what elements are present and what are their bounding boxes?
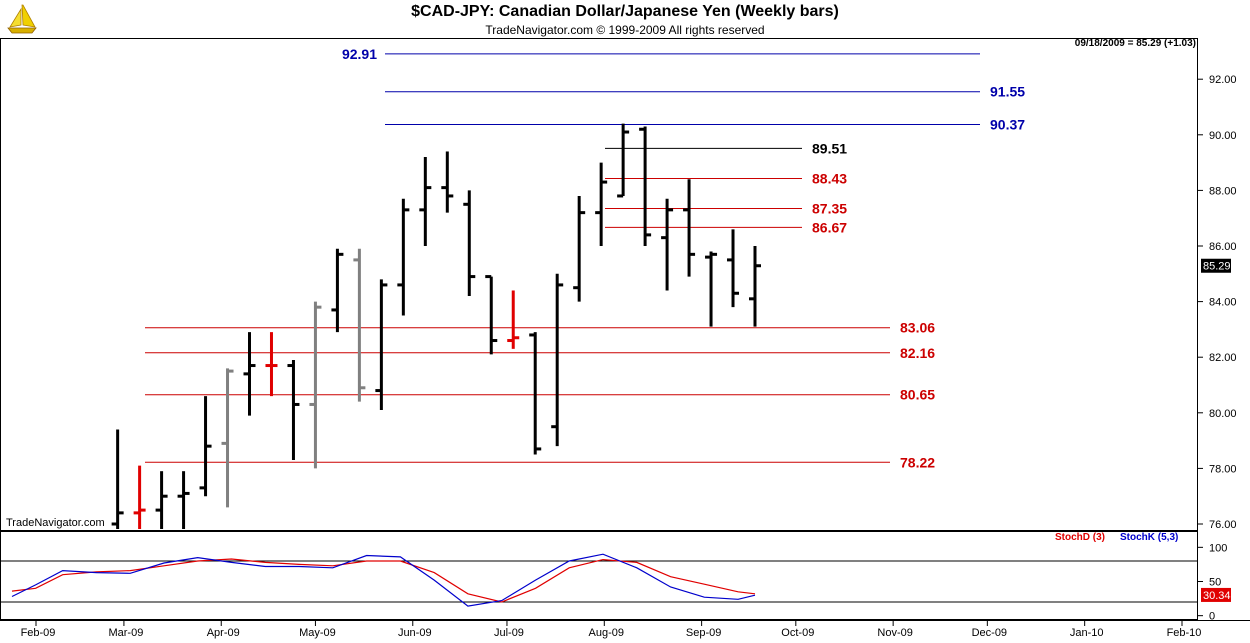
x-tick-label: Feb-10 — [1167, 627, 1202, 639]
ohlc-bar — [155, 471, 168, 529]
ohlc-bar — [705, 251, 718, 327]
ohlc-bar — [221, 368, 234, 508]
ohlc-bar — [617, 123, 630, 198]
ohlc-bar — [595, 162, 608, 246]
ohlc-bar — [243, 332, 256, 416]
stoch-last-label: 30.34 — [1203, 590, 1231, 602]
level-label: 80.65 — [900, 387, 935, 403]
stoch-last-box — [1201, 587, 1231, 602]
level-label: 87.35 — [812, 200, 847, 216]
level-label: 89.51 — [812, 140, 847, 156]
watermark: TradeNavigator.com — [6, 517, 105, 529]
level-label: 92.91 — [342, 46, 377, 62]
chart-subtitle: TradeNavigator.com © 1999-2009 All right… — [485, 23, 765, 37]
ohlc-bar — [551, 273, 564, 447]
price-readout: 09/18/2009 = 85.29 (+1.03) — [1074, 38, 1196, 49]
ohlc-bar — [529, 332, 542, 455]
x-tick-label: Jun-09 — [398, 627, 432, 639]
ohlc-bar — [507, 290, 520, 349]
ohlc-bar — [727, 229, 740, 308]
ohlc-bar — [639, 126, 652, 246]
x-tick-label: Sep-09 — [686, 627, 721, 639]
ohlc-bar — [287, 359, 300, 461]
y-tick-label: 76.00 — [1209, 519, 1237, 531]
stoch-pane-frame — [0, 531, 1198, 620]
x-tick-label: Mar-09 — [108, 627, 143, 639]
y-tick-label: 80.00 — [1209, 408, 1237, 420]
stoch-tick-label: 100 — [1209, 542, 1227, 554]
ohlc-bar — [331, 248, 344, 333]
level-label: 86.67 — [812, 219, 847, 235]
ohlc-bar — [375, 279, 388, 411]
x-tick-label: Jul-09 — [494, 627, 524, 639]
ohlc-bar — [463, 190, 476, 297]
ohlc-bar — [748, 246, 761, 327]
stochd-line — [11, 558, 756, 603]
ohlc-bar — [661, 198, 674, 291]
ohlc-bar — [419, 157, 432, 246]
ohlc-bar — [265, 332, 278, 397]
x-tick-label: Nov-09 — [877, 627, 912, 639]
ohlc-bar — [309, 301, 322, 469]
ohlc-bar — [397, 198, 410, 316]
price-pane-frame — [0, 38, 1198, 531]
stoch-tick-label: 50 — [1209, 577, 1221, 589]
x-tick-label: Apr-09 — [207, 627, 240, 639]
x-tick-label: Oct-09 — [781, 627, 814, 639]
last-price-box — [1201, 258, 1231, 273]
stochk-legend: StochK (5,3) — [1120, 532, 1179, 543]
last-price-label: 85.29 — [1203, 261, 1231, 273]
ohlc-bar — [573, 195, 586, 302]
ohlc-bar — [353, 248, 366, 402]
y-tick-label: 90.00 — [1209, 130, 1237, 142]
level-label: 90.37 — [990, 117, 1025, 133]
x-tick-label: Feb-09 — [21, 627, 56, 639]
level-label: 88.43 — [812, 170, 847, 186]
ohlc-bar — [111, 429, 124, 529]
stochk-line — [11, 553, 756, 607]
sailboat-logo — [4, 3, 40, 35]
ohlc-bar — [177, 471, 190, 529]
y-tick-label: 88.00 — [1209, 185, 1237, 197]
x-tick-label: Aug-09 — [589, 627, 624, 639]
level-label: 91.55 — [990, 84, 1025, 100]
ohlc-bar — [485, 275, 498, 355]
level-label: 82.16 — [900, 345, 935, 361]
stoch-tick-label: 0 — [1209, 611, 1215, 623]
y-tick-label: 84.00 — [1209, 297, 1237, 309]
level-label: 83.06 — [900, 320, 935, 336]
chart-title: $CAD-JPY: Canadian Dollar/Japanese Yen (… — [411, 3, 839, 20]
x-tick-label: May-09 — [299, 627, 336, 639]
ohlc-bar — [199, 396, 212, 497]
y-tick-label: 82.00 — [1209, 352, 1237, 364]
y-tick-label: 92.00 — [1209, 74, 1237, 86]
ohlc-bar — [441, 151, 454, 213]
ohlc-bar — [683, 179, 696, 277]
x-tick-label: Dec-09 — [972, 627, 1007, 639]
stochd-legend: StochD (3) — [1055, 532, 1105, 543]
x-tick-label: Jan-10 — [1070, 627, 1104, 639]
level-label: 78.22 — [900, 454, 935, 470]
y-tick-label: 78.00 — [1209, 463, 1237, 475]
ohlc-bar — [133, 465, 146, 529]
y-tick-label: 86.00 — [1209, 241, 1237, 253]
